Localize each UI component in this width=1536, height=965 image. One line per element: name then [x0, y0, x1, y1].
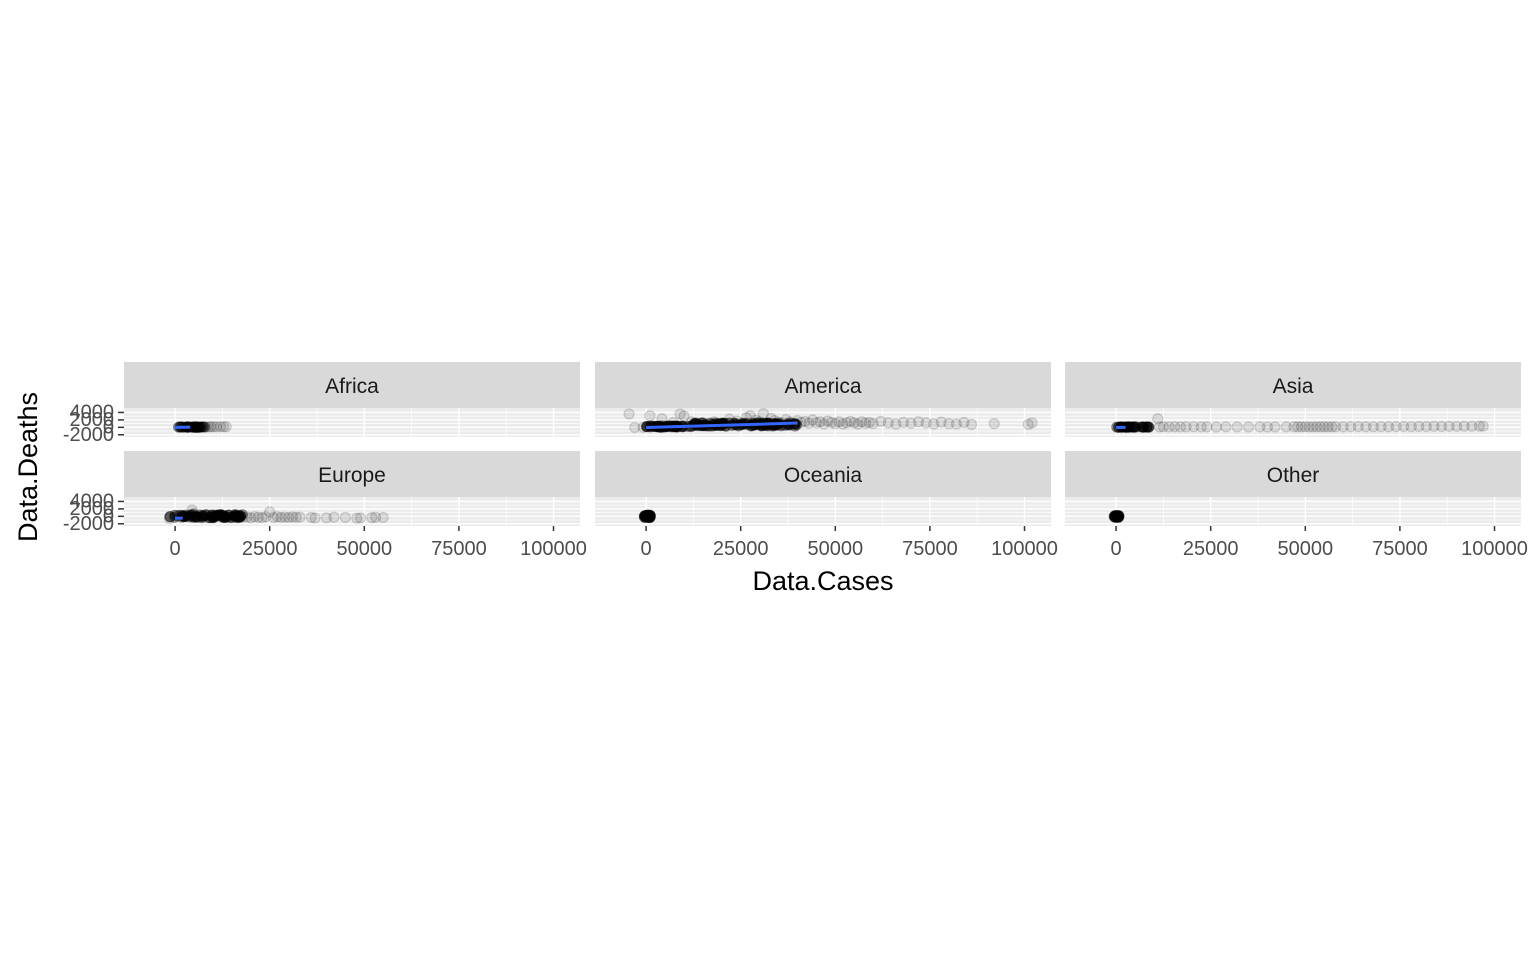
data-point [329, 512, 339, 522]
data-point [645, 411, 655, 421]
data-point [216, 510, 226, 520]
data-point [1137, 422, 1147, 432]
x-tick-label: 0 [170, 538, 181, 560]
x-tick-label: 100000 [991, 538, 1058, 560]
data-point [201, 422, 211, 432]
data-point [221, 422, 231, 432]
x-tick-label: 50000 [807, 538, 863, 560]
facet-strip-label: Other [1267, 464, 1320, 487]
data-point [340, 512, 350, 522]
facet-strip-label: Oceania [784, 464, 863, 487]
facet-strip-label: Africa [325, 375, 379, 398]
facet-strip-label: Europe [318, 464, 386, 487]
data-point [378, 512, 388, 522]
x-axis-title: Data.Cases [752, 566, 893, 596]
y-tick-label: 4000 [70, 401, 115, 423]
y-tick-label: 4000 [70, 490, 115, 512]
y-axis-title: Data.Deaths [13, 392, 43, 542]
x-tick-label: 75000 [902, 538, 958, 560]
x-tick-label: 25000 [242, 538, 298, 560]
data-point [967, 419, 977, 429]
facet-panel-other: Other 0 25000 50000 75000 100000 [1065, 451, 1528, 560]
points-layer [1109, 510, 1124, 522]
facet-panel-america: America [595, 362, 1051, 437]
x-tick-label: 100000 [520, 538, 587, 560]
data-point [989, 419, 999, 429]
data-point [1244, 422, 1254, 432]
x-tick-label: 50000 [1277, 538, 1333, 560]
facet-panel-oceania: Oceania 0 25000 50000 75000 100000 [595, 451, 1058, 560]
x-tick-label: 100000 [1461, 538, 1528, 560]
data-point [1112, 511, 1122, 521]
x-tick-label: 0 [1111, 538, 1122, 560]
x-tick-label: 25000 [713, 538, 769, 560]
data-point [1270, 422, 1280, 432]
facet-strip-label: America [784, 375, 861, 398]
data-point [645, 512, 655, 522]
data-point [1221, 422, 1231, 432]
data-point [356, 513, 366, 523]
data-point [189, 508, 199, 518]
data-point [1478, 421, 1488, 431]
points-layer [639, 510, 655, 523]
facet-strip-label: Asia [1273, 375, 1314, 398]
x-tick-label: 25000 [1183, 538, 1239, 560]
data-point [624, 409, 634, 419]
x-tick-label: 75000 [1372, 538, 1428, 560]
data-point [1027, 418, 1037, 428]
x-tick-label: 50000 [336, 538, 392, 560]
x-tick-label: 75000 [431, 538, 487, 560]
data-point [1211, 422, 1221, 432]
data-point [295, 512, 305, 522]
points-layer [173, 422, 231, 433]
data-point [310, 513, 320, 523]
x-tick-label: 0 [641, 538, 652, 560]
data-point [1232, 422, 1242, 432]
data-point [1202, 422, 1212, 432]
facet-panel-asia: Asia [1065, 362, 1521, 437]
data-point [164, 514, 174, 524]
